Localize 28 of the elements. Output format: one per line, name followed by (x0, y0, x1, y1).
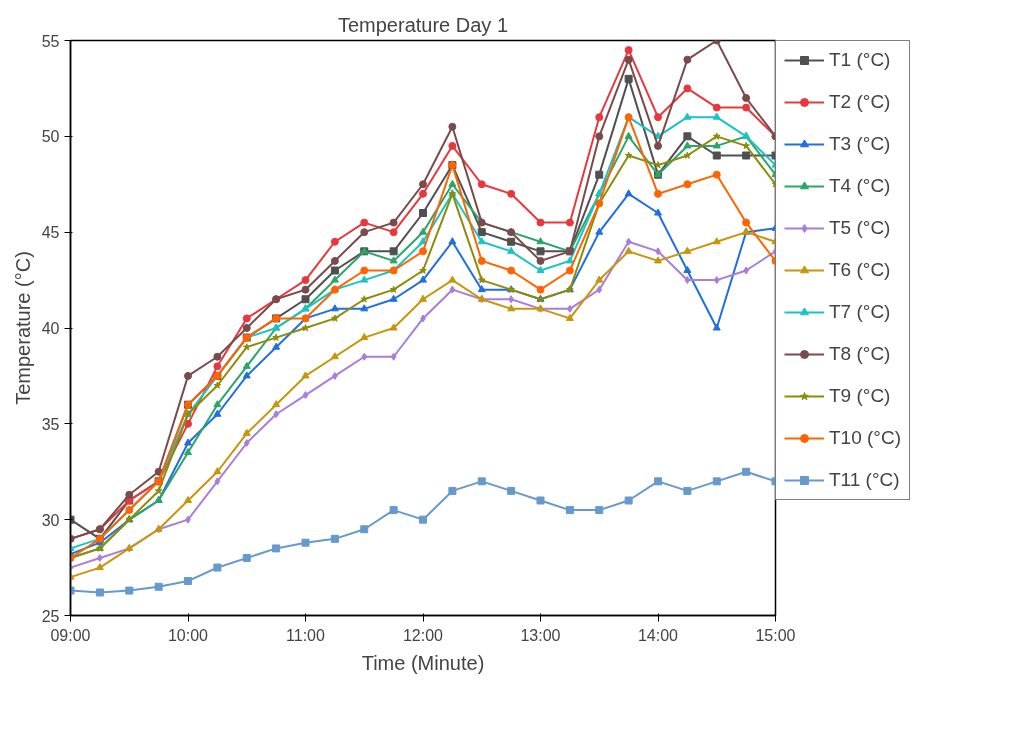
y-tick-label: 40 (41, 320, 60, 337)
legend-label: T3 (°C) (829, 133, 891, 155)
legend-label: T5 (°C) (829, 217, 891, 239)
x-tick-label: 10:00 (167, 626, 209, 644)
y-tick-label: 25 (41, 607, 60, 625)
chart-title: Temperature Day 1 (337, 13, 509, 36)
x-tick-label: 14:00 (637, 626, 679, 644)
x-axis-title: Time (Minute) (361, 651, 485, 674)
x-tick-label: 12:00 (402, 626, 444, 644)
legend-label: T4 (°C) (829, 175, 891, 197)
legend-label: T9 (°C) (829, 385, 891, 407)
x-tick-label: 13:00 (520, 626, 561, 644)
legend-label: T7 (°C) (829, 301, 891, 323)
y-tick-label: 55 (41, 32, 60, 50)
y-axis-title: Temperature (°C) (11, 251, 34, 405)
legend-label: T11 (°C) (829, 469, 900, 491)
y-tick-label: 30 (41, 511, 60, 529)
x-tick-label: 09:00 (50, 626, 91, 644)
x-tick-label: 15:00 (755, 626, 796, 644)
y-tick-label: 50 (41, 128, 60, 146)
legend-label: T8 (°C) (829, 343, 891, 365)
y-tick-label: 45 (41, 224, 60, 242)
legend-label: T10 (°C) (829, 427, 901, 449)
x-tick-label: 11:00 (286, 626, 326, 644)
y-tick-label: 35 (41, 415, 60, 433)
legend-label: T6 (°C) (829, 259, 891, 281)
legend-label: T2 (°C) (829, 91, 891, 113)
legend-label: T1 (°C) (829, 49, 891, 71)
